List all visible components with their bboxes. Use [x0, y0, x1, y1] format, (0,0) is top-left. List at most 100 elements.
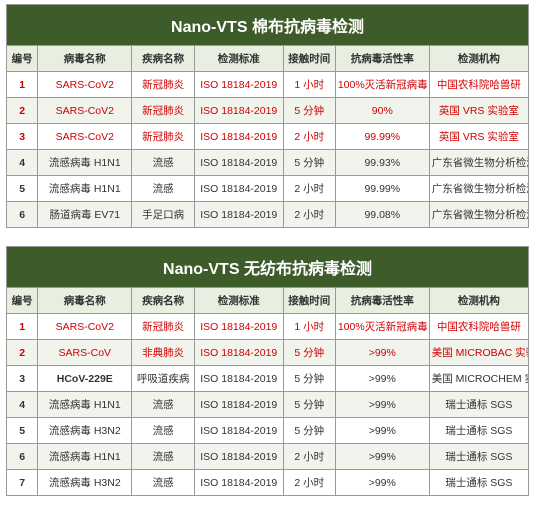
cell-time: 5 分钟 — [283, 98, 335, 124]
column-header-time: 接触时间 — [283, 46, 335, 72]
cell-rate: 99.99% — [335, 124, 429, 150]
table-row: 1SARS-CoV2新冠肺炎ISO 18184-20191 小时100%灭活新冠… — [7, 314, 529, 340]
column-header-rate: 抗病毒活性率 — [335, 288, 429, 314]
cell-disease: 新冠肺炎 — [132, 314, 195, 340]
cell-rate: 99.08% — [335, 202, 429, 228]
cell-disease: 流感 — [132, 150, 195, 176]
table-section: Nano-VTS 棉布抗病毒检测编号病毒名称疾病名称检测标准接触时间抗病毒活性率… — [6, 4, 529, 228]
cell-num: 7 — [7, 470, 38, 496]
cell-rate: 100%灭活新冠病毒 — [335, 314, 429, 340]
table-row: 5流感病毒 H3N2流感ISO 18184-20195 分钟>99%瑞士通标 S… — [7, 418, 529, 444]
cell-disease: 手足口病 — [132, 202, 195, 228]
table-row: 3HCoV-229E呼吸道疾病ISO 18184-20195 分钟>99%美国 … — [7, 366, 529, 392]
column-header-standard: 检测标准 — [194, 288, 283, 314]
cell-standard: ISO 18184-2019 — [194, 72, 283, 98]
column-header-org: 检测机构 — [429, 46, 528, 72]
cell-standard: ISO 18184-2019 — [194, 98, 283, 124]
cell-num: 4 — [7, 392, 38, 418]
table-row: 2SARS-CoV2新冠肺炎ISO 18184-20195 分钟90%英国 VR… — [7, 98, 529, 124]
table-row: 5流感病毒 H1N1流感ISO 18184-20192 小时99.99%广东省微… — [7, 176, 529, 202]
cell-disease: 新冠肺炎 — [132, 98, 195, 124]
cell-standard: ISO 18184-2019 — [194, 470, 283, 496]
cell-standard: ISO 18184-2019 — [194, 418, 283, 444]
data-table: 编号病毒名称疾病名称检测标准接触时间抗病毒活性率检测机构1SARS-CoV2新冠… — [6, 45, 529, 228]
cell-standard: ISO 18184-2019 — [194, 314, 283, 340]
cell-org: 美国 MICROCHEM 实验室 — [429, 366, 528, 392]
cell-standard: ISO 18184-2019 — [194, 150, 283, 176]
cell-standard: ISO 18184-2019 — [194, 340, 283, 366]
cell-rate: >99% — [335, 470, 429, 496]
cell-standard: ISO 18184-2019 — [194, 124, 283, 150]
cell-org: 瑞士通标 SGS — [429, 444, 528, 470]
cell-org: 瑞士通标 SGS — [429, 418, 528, 444]
cell-disease: 流感 — [132, 176, 195, 202]
cell-num: 4 — [7, 150, 38, 176]
cell-org: 广东省微生物分析检测中心 — [429, 202, 528, 228]
cell-time: 2 小时 — [283, 176, 335, 202]
cell-num: 3 — [7, 366, 38, 392]
cell-rate: >99% — [335, 366, 429, 392]
cell-num: 6 — [7, 202, 38, 228]
column-header-rate: 抗病毒活性率 — [335, 46, 429, 72]
table-row: 7流感病毒 H3N2流感ISO 18184-20192 小时>99%瑞士通标 S… — [7, 470, 529, 496]
cell-virus: 流感病毒 H3N2 — [38, 470, 132, 496]
cell-time: 5 分钟 — [283, 150, 335, 176]
cell-disease: 新冠肺炎 — [132, 124, 195, 150]
table-title: Nano-VTS 棉布抗病毒检测 — [6, 4, 529, 45]
cell-num: 3 — [7, 124, 38, 150]
cell-num: 2 — [7, 98, 38, 124]
cell-standard: ISO 18184-2019 — [194, 366, 283, 392]
table-row: 4流感病毒 H1N1流感ISO 18184-20195 分钟99.93%广东省微… — [7, 150, 529, 176]
cell-num: 5 — [7, 176, 38, 202]
cell-rate: 100%灭活新冠病毒 — [335, 72, 429, 98]
cell-org: 中国农科院哈兽研 — [429, 72, 528, 98]
cell-rate: 90% — [335, 98, 429, 124]
cell-rate: >99% — [335, 340, 429, 366]
column-header-num: 编号 — [7, 46, 38, 72]
cell-virus: 肠道病毒 EV71 — [38, 202, 132, 228]
column-header-org: 检测机构 — [429, 288, 528, 314]
cell-standard: ISO 18184-2019 — [194, 176, 283, 202]
cell-virus: 流感病毒 H1N1 — [38, 150, 132, 176]
cell-time: 2 小时 — [283, 202, 335, 228]
table-row: 4流感病毒 H1N1流感ISO 18184-20195 分钟>99%瑞士通标 S… — [7, 392, 529, 418]
table-section: Nano-VTS 无纺布抗病毒检测编号病毒名称疾病名称检测标准接触时间抗病毒活性… — [6, 246, 529, 496]
cell-time: 1 小时 — [283, 72, 335, 98]
cell-rate: >99% — [335, 392, 429, 418]
column-header-time: 接触时间 — [283, 288, 335, 314]
cell-standard: ISO 18184-2019 — [194, 444, 283, 470]
column-header-virus: 病毒名称 — [38, 288, 132, 314]
table-row: 6肠道病毒 EV71手足口病ISO 18184-20192 小时99.08%广东… — [7, 202, 529, 228]
cell-num: 1 — [7, 314, 38, 340]
cell-standard: ISO 18184-2019 — [194, 392, 283, 418]
column-header-virus: 病毒名称 — [38, 46, 132, 72]
cell-rate: >99% — [335, 444, 429, 470]
table-row: 3SARS-CoV2新冠肺炎ISO 18184-20192 小时99.99%英国… — [7, 124, 529, 150]
cell-time: 2 小时 — [283, 470, 335, 496]
table-row: 2SARS-CoV非典肺炎ISO 18184-20195 分钟>99%美国 MI… — [7, 340, 529, 366]
cell-time: 5 分钟 — [283, 392, 335, 418]
table-row: 6流感病毒 H1N1流感ISO 18184-20192 小时>99%瑞士通标 S… — [7, 444, 529, 470]
column-header-disease: 疾病名称 — [132, 46, 195, 72]
cell-time: 5 分钟 — [283, 366, 335, 392]
column-header-num: 编号 — [7, 288, 38, 314]
table-title: Nano-VTS 无纺布抗病毒检测 — [6, 246, 529, 287]
cell-virus: SARS-CoV2 — [38, 314, 132, 340]
cell-virus: SARS-CoV2 — [38, 124, 132, 150]
cell-disease: 流感 — [132, 392, 195, 418]
cell-num: 5 — [7, 418, 38, 444]
cell-org: 广东省微生物分析检测中心 — [429, 176, 528, 202]
cell-time: 5 分钟 — [283, 418, 335, 444]
cell-num: 1 — [7, 72, 38, 98]
cell-org: 英国 VRS 实验室 — [429, 98, 528, 124]
cell-num: 6 — [7, 444, 38, 470]
cell-org: 瑞士通标 SGS — [429, 392, 528, 418]
cell-disease: 流感 — [132, 444, 195, 470]
cell-time: 2 小时 — [283, 124, 335, 150]
cell-org: 瑞士通标 SGS — [429, 470, 528, 496]
cell-rate: 99.99% — [335, 176, 429, 202]
cell-virus: SARS-CoV — [38, 340, 132, 366]
table-row: 1SARS-CoV2新冠肺炎ISO 18184-20191 小时100%灭活新冠… — [7, 72, 529, 98]
cell-standard: ISO 18184-2019 — [194, 202, 283, 228]
cell-rate: 99.93% — [335, 150, 429, 176]
